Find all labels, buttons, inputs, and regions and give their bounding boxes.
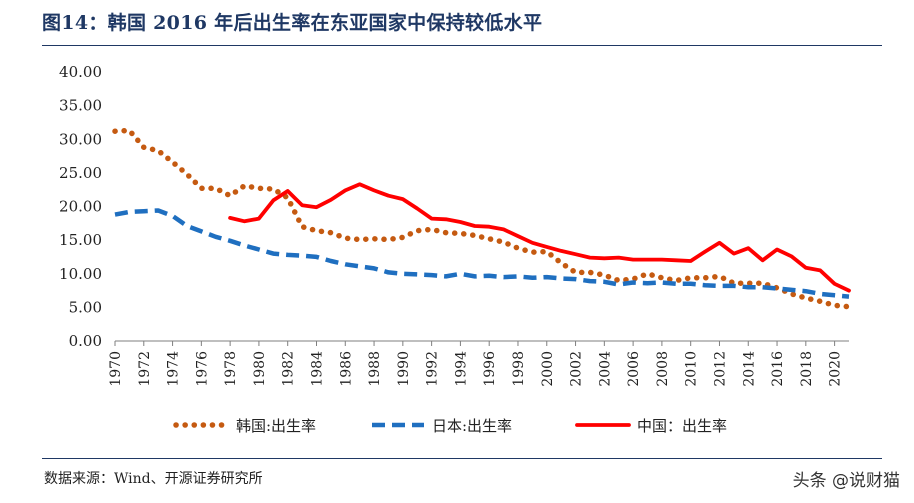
x-tick-label: 1984 xyxy=(309,351,325,387)
title-divider xyxy=(42,45,882,46)
figure-title: 图14：韩国 2016 年后出生率在东亚国家中保持较低水平 xyxy=(42,12,543,34)
x-tick-label: 1980 xyxy=(252,351,268,387)
legend-label: 中国：出生率 xyxy=(637,417,727,435)
x-tick-label: 2004 xyxy=(597,351,613,387)
x-tick-label: 2006 xyxy=(626,351,642,387)
x-tick-label: 2010 xyxy=(684,351,700,387)
japan-birth-rate-line xyxy=(114,208,850,299)
y-tick-label: 15.00 xyxy=(59,231,102,249)
x-tick-label: 2012 xyxy=(712,351,728,387)
y-tick-label: 5.00 xyxy=(69,298,102,316)
x-tick-label: 1976 xyxy=(194,351,210,387)
chart-axes: 0.00 5.00 10.00 15.00 20.00 25.00 30.00 35.00 40… xyxy=(59,63,849,387)
x-tick-label: 2002 xyxy=(569,351,585,387)
x-tick-label: 1982 xyxy=(281,351,297,387)
x-tick-label: 2020 xyxy=(828,351,844,387)
x-tick-label: 1996 xyxy=(482,351,498,387)
y-tick-label: 25.00 xyxy=(59,164,102,182)
x-tick-label: 1990 xyxy=(396,351,412,387)
legend-item-japan: 日本:出生率 xyxy=(372,417,512,435)
source-divider xyxy=(42,458,882,459)
y-tick-label: 30.00 xyxy=(59,130,102,148)
china-birth-rate-line xyxy=(228,182,851,293)
x-tick-label: 1994 xyxy=(453,351,469,387)
legend-item-china: 中国：出生率 xyxy=(575,417,727,435)
x-tick-label: 1986 xyxy=(338,351,354,387)
watermark: 头条 @说财猫 xyxy=(792,471,900,491)
y-tick-label: 40.00 xyxy=(59,63,102,81)
x-tick-label: 1974 xyxy=(166,351,182,387)
x-tick-label: 2008 xyxy=(655,351,671,387)
legend-item-korea: 韩国:出生率 xyxy=(173,417,316,435)
x-tick-label: 2018 xyxy=(799,351,815,387)
chart-legend: 韩国:出生率 日本:出生率 中国：出生率 xyxy=(173,417,727,435)
x-tick-label: 1978 xyxy=(223,351,239,387)
x-tick-label: 1972 xyxy=(137,351,153,387)
y-tick-label: 35.00 xyxy=(59,97,102,115)
x-tick-label: 2016 xyxy=(770,351,786,387)
x-tick-label: 1998 xyxy=(511,351,527,387)
x-tick-label: 1992 xyxy=(425,351,441,387)
x-tick-label: 1988 xyxy=(367,351,383,387)
y-tick-label: 20.00 xyxy=(59,198,102,216)
data-source-note: 数据来源：Wind、开源证券研究所 xyxy=(44,471,263,487)
y-tick-label: 10.00 xyxy=(59,265,102,283)
legend-label: 韩国:出生率 xyxy=(236,417,316,435)
birth-rate-line-chart: 0.00 5.00 10.00 15.00 20.00 25.00 30.00 35.00 40… xyxy=(59,63,852,435)
x-tick-label: 1970 xyxy=(108,351,124,387)
chart-series xyxy=(112,127,852,310)
x-tick-label: 2014 xyxy=(741,351,757,387)
legend-label: 日本:出生率 xyxy=(432,417,512,435)
y-tick-label: 0.00 xyxy=(69,332,102,350)
korea-birth-rate-line xyxy=(112,127,852,310)
x-tick-label: 2000 xyxy=(540,351,556,387)
